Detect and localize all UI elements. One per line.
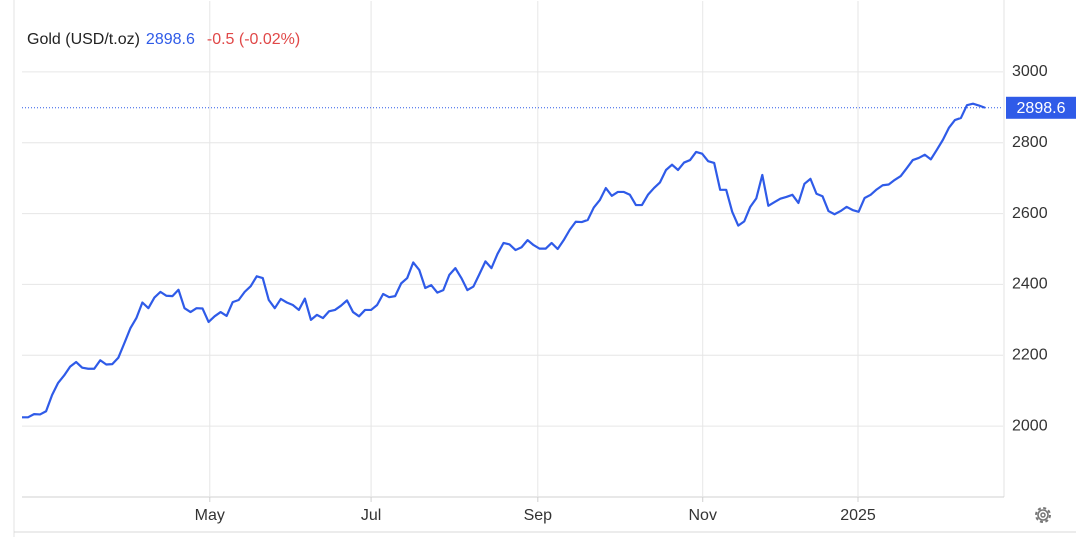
x-tick-label: Jul xyxy=(361,507,381,524)
last-price-tag-label: 2898.6 xyxy=(1017,100,1066,117)
x-tick-label: Nov xyxy=(688,507,716,524)
x-tick-label: Sep xyxy=(524,507,553,524)
price-change: -0.5 (-0.02%) xyxy=(206,31,301,48)
y-tick-label: 2600 xyxy=(1012,205,1048,222)
x-tick-label: May xyxy=(195,507,225,524)
last-price: 2898.6 xyxy=(145,31,195,48)
x-tick-label: 2025 xyxy=(840,507,876,524)
y-tick-label: 2000 xyxy=(1012,417,1048,434)
y-tick-label: 2200 xyxy=(1012,347,1048,364)
y-tick-label: 2800 xyxy=(1012,134,1048,151)
instrument-title: Gold (USD/t.oz) xyxy=(27,31,140,48)
last-price-tag xyxy=(1006,96,1076,119)
y-tick-label: 2400 xyxy=(1012,276,1048,293)
y-tick-label: 3000 xyxy=(1012,63,1048,80)
settings-icon[interactable] xyxy=(1035,507,1051,523)
header: Gold (USD/t.oz) 2898.6 -0.5 (-0.02%) xyxy=(27,31,312,49)
price-line xyxy=(22,102,986,419)
